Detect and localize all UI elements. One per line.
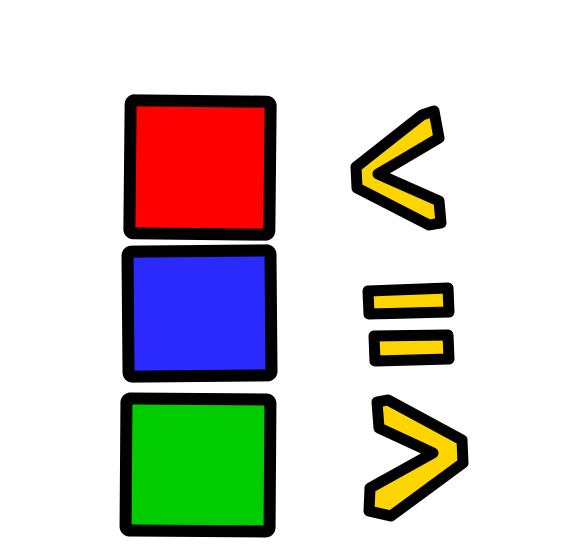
- greater-than-icon[interactable]: [355, 390, 475, 530]
- less-than-icon[interactable]: [338, 100, 453, 235]
- green-square-button[interactable]: [119, 392, 277, 538]
- equals-icon[interactable]: [358, 282, 458, 370]
- red-square-button[interactable]: [123, 94, 277, 241]
- blue-square-button[interactable]: [121, 244, 278, 383]
